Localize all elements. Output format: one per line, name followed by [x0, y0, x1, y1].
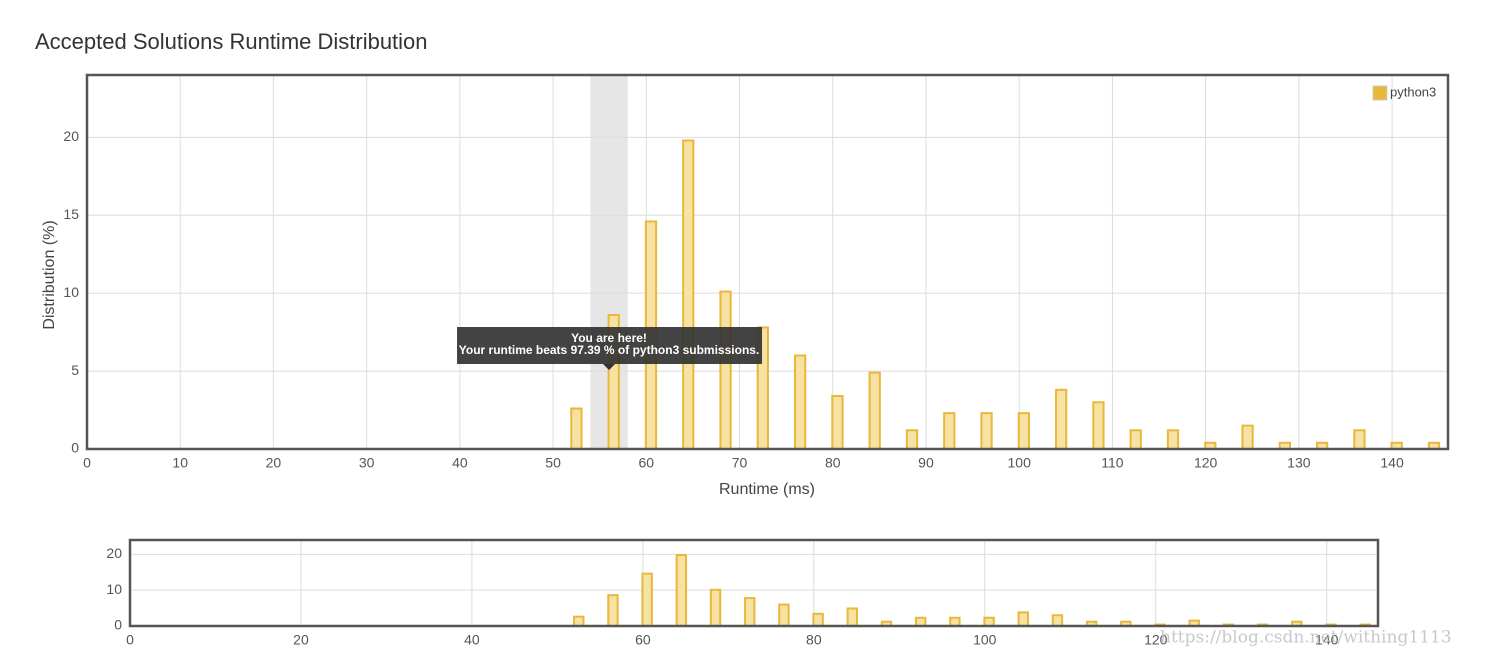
x-tick-label: 10	[172, 455, 188, 471]
x-tick-label: 50	[545, 455, 561, 471]
bar	[570, 407, 583, 451]
x-tick-label: 60	[639, 455, 655, 471]
legend-swatch	[1372, 85, 1388, 101]
plot-border	[85, 73, 1450, 451]
y-axis-label: Distribution (%)	[41, 220, 58, 329]
y-tick-label: 5	[71, 362, 79, 378]
x-tick-label: 100	[973, 632, 997, 648]
bar	[793, 354, 807, 450]
x-tick-label: 90	[918, 455, 934, 471]
chart-title: Accepted Solutions Runtime Distribution	[35, 29, 428, 54]
x-tick-label: 120	[1194, 455, 1218, 471]
legend-label: python3	[1390, 84, 1436, 99]
bar	[1166, 429, 1180, 450]
bar	[812, 612, 824, 627]
x-tick-label: 60	[635, 632, 651, 648]
y-tick-label: 15	[63, 206, 79, 222]
bar	[1051, 614, 1064, 627]
x-tick-label: 0	[83, 455, 91, 471]
tooltip-pointer	[603, 364, 616, 370]
bar	[1017, 611, 1029, 628]
bar	[905, 429, 919, 450]
x-tick-label: 20	[266, 455, 282, 471]
x-axis-label: Runtime (ms)	[719, 481, 815, 498]
bar	[1092, 401, 1105, 450]
bar	[980, 412, 993, 450]
x-tick-label: 100	[1008, 455, 1032, 471]
bar	[573, 615, 585, 628]
x-tick-label: 80	[825, 455, 841, 471]
x-tick-label: 110	[1101, 455, 1124, 471]
bar	[1241, 424, 1254, 450]
y-tick-label: 10	[63, 284, 79, 300]
y-tick-label: 0	[71, 440, 79, 456]
x-tick-label: 140	[1315, 632, 1339, 648]
bar	[778, 603, 790, 627]
bar	[1353, 429, 1366, 450]
x-tick-label: 30	[359, 455, 375, 471]
bar	[1017, 412, 1030, 450]
tooltip-title: You are here!	[571, 331, 647, 345]
tooltip-box	[457, 327, 763, 364]
x-tick-label: 70	[732, 455, 748, 471]
bar	[943, 412, 956, 450]
y-tick-label: 0	[114, 617, 122, 633]
bar	[607, 594, 619, 628]
bar	[868, 371, 881, 450]
x-tick-label: 120	[1144, 632, 1168, 648]
bar	[1129, 429, 1142, 450]
x-tick-label: 20	[293, 632, 309, 648]
bar	[846, 607, 859, 627]
y-tick-label: 20	[106, 545, 122, 561]
bar	[744, 597, 756, 627]
x-tick-label: 40	[452, 455, 468, 471]
y-tick-label: 20	[63, 128, 79, 144]
bar	[682, 139, 695, 450]
x-tick-label: 80	[806, 632, 822, 648]
x-tick-label: 40	[464, 632, 480, 648]
bar	[641, 572, 653, 628]
y-tick-label: 10	[106, 581, 122, 597]
x-tick-label: 0	[126, 632, 134, 648]
bar	[709, 588, 722, 628]
bar	[1055, 388, 1068, 450]
plot-border	[128, 538, 1380, 628]
bar	[719, 290, 732, 450]
watermark: https://blog.csdn.net/withing1113	[1160, 628, 1452, 648]
bar	[675, 554, 688, 627]
x-tick-label: 130	[1287, 455, 1311, 471]
bar	[831, 395, 844, 450]
tooltip-text: Your runtime beats 97.39 % of python3 su…	[459, 343, 760, 357]
x-tick-label: 140	[1380, 455, 1404, 471]
